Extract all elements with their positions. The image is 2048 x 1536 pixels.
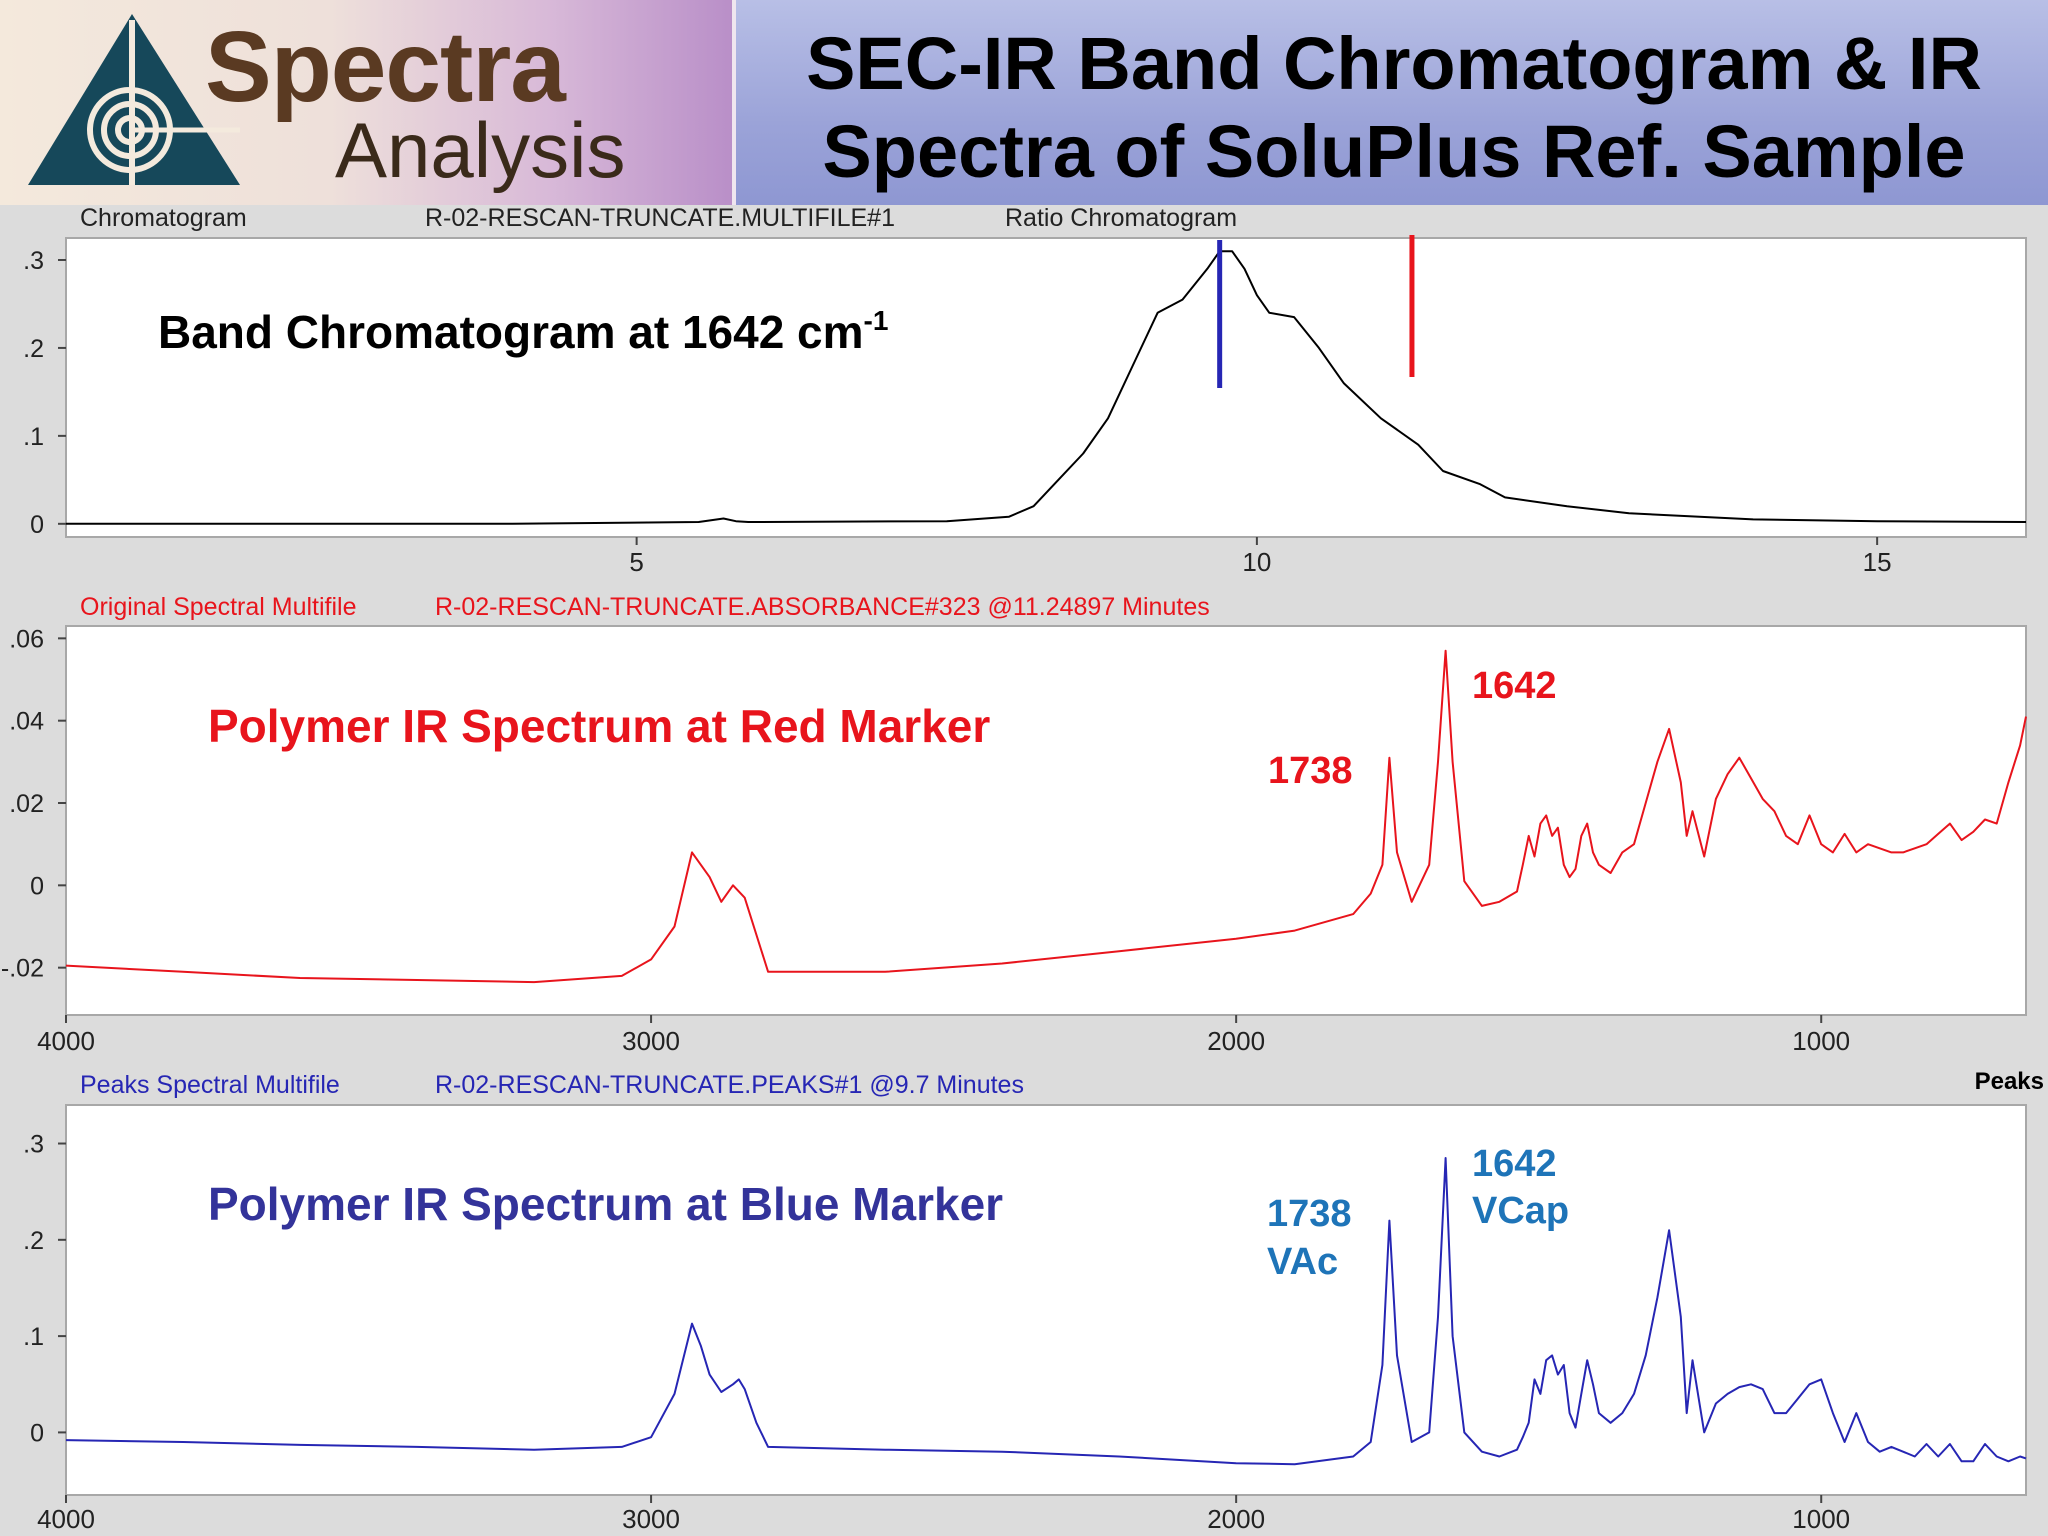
- blue-spectrum-plot-area: [65, 1104, 2027, 1496]
- peak-label-vac: VAc: [1267, 1241, 1338, 1283]
- slide-title-line2: Spectra of SoluPlus Ref. Sample: [822, 110, 1966, 193]
- chromatogram-header-left: Chromatogram: [80, 205, 247, 232]
- red-spectrum-y-tick-label: -.02: [1, 955, 44, 983]
- slide-title: SEC-IR Band Chromatogram & IR Spectra of…: [736, 20, 2048, 196]
- red-spectrum-annotation: Polymer IR Spectrum at Red Marker: [208, 700, 990, 752]
- chromatogram-y-tick-label: .3: [23, 247, 44, 275]
- red-spectrum-x-tick-label: 3000: [622, 1026, 680, 1056]
- blue-spectrum-header-mid: R-02-RESCAN-TRUNCATE.PEAKS#1 @9.7 Minute…: [435, 1071, 1024, 1099]
- chromatogram-y-tick-label: .1: [23, 423, 44, 451]
- red-spectrum-x-tick-label: 2000: [1207, 1026, 1265, 1056]
- chromatogram-plot-area: [65, 237, 2027, 538]
- blue-spectrum-x-tick-label: 1000: [1792, 1504, 1850, 1534]
- red-spectrum-series-line: [65, 649, 2027, 984]
- red-spectrum-header-left: Original Spectral Multifile: [80, 593, 357, 621]
- blue-spectrum-y-tick-label: .2: [23, 1227, 44, 1255]
- charts-area: Chromatogram R-02-RESCAN-TRUNCATE.MULTIFI…: [1, 205, 2044, 1534]
- peak-label-1738: 1738: [1267, 1193, 1352, 1235]
- chromatogram-annotation: Band Chromatogram at 1642 cm-1: [158, 305, 888, 358]
- chromatogram-y-tick-label: .2: [23, 335, 44, 363]
- logo-panel: Spectra Analysis: [0, 0, 732, 205]
- blue-spectrum-x-tick-label: 2000: [1207, 1504, 1265, 1534]
- peak-label-1642: 1642: [1472, 665, 1557, 707]
- chromatogram-x-tick-label: 5: [629, 547, 643, 577]
- logo-triangle-icon: [28, 14, 240, 185]
- blue-spectrum-x-tick-label: 4000: [37, 1504, 95, 1534]
- peak-label-1738: 1738: [1268, 750, 1353, 792]
- blue-spectrum-y-tick-label: 0: [30, 1419, 44, 1447]
- chromatogram-annotation-superscript: -1: [864, 305, 889, 336]
- red-spectrum-plot-area: [65, 625, 2027, 1016]
- logo-wordmark-spectra: Spectra: [205, 11, 566, 123]
- red-spectrum-y-tick-label: .06: [9, 625, 44, 653]
- slide-title-line1: SEC-IR Band Chromatogram & IR: [806, 22, 1982, 105]
- peak-label-vcap: VCap: [1472, 1190, 1569, 1232]
- header: Spectra Analysis SEC-IR Band Chromatogra…: [0, 0, 2048, 205]
- logo-wordmark-analysis: Analysis: [335, 106, 626, 194]
- blue-spectrum-y-tick-label: .1: [23, 1323, 44, 1351]
- red-spectrum-y-tick-label: 0: [30, 872, 44, 900]
- blue-spectrum-header-left: Peaks Spectral Multifile: [80, 1071, 340, 1099]
- blue-spectrum-annotation: Polymer IR Spectrum at Blue Marker: [208, 1178, 1003, 1230]
- chromatogram-header-mid: R-02-RESCAN-TRUNCATE.MULTIFILE#1: [425, 205, 895, 232]
- chromatogram-y-tick-label: 0: [30, 511, 44, 539]
- red-spectrum-x-tick-label: 4000: [37, 1026, 95, 1056]
- peak-label-1642: 1642: [1472, 1143, 1557, 1185]
- red-spectrum-header-mid: R-02-RESCAN-TRUNCATE.ABSORBANCE#323 @11.…: [435, 593, 1210, 621]
- blue-spectrum-header-right: Peaks: [1975, 1068, 2044, 1095]
- chromatogram-header-right: Ratio Chromatogram: [1005, 205, 1237, 232]
- red-spectrum-y-tick-label: .02: [9, 790, 44, 818]
- blue-spectrum-x-tick-label: 3000: [622, 1504, 680, 1534]
- red-spectrum-x-tick-label: 1000: [1792, 1026, 1850, 1056]
- title-panel: SEC-IR Band Chromatogram & IR Spectra of…: [732, 0, 2048, 205]
- blue-spectrum-y-tick-label: .3: [23, 1131, 44, 1159]
- blue-spectrum-series-line: [65, 1157, 2027, 1466]
- chromatogram-x-tick-label: 10: [1242, 547, 1271, 577]
- chromatogram-x-tick-label: 15: [1863, 547, 1892, 577]
- red-spectrum-y-tick-label: .04: [9, 708, 44, 736]
